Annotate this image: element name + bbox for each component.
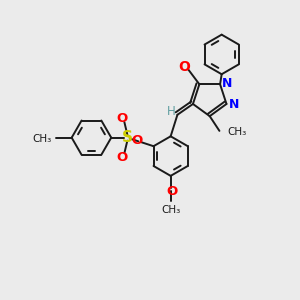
Text: O: O [131,134,143,147]
Text: O: O [178,60,190,74]
Text: CH₃: CH₃ [33,134,52,144]
Text: O: O [116,151,128,164]
Text: N: N [229,98,239,111]
Text: O: O [166,185,177,198]
Text: S: S [122,130,133,145]
Text: O: O [116,112,128,125]
Text: H: H [167,105,175,118]
Text: CH₃: CH₃ [161,206,180,215]
Text: CH₃: CH₃ [228,127,247,137]
Text: N: N [221,76,232,90]
